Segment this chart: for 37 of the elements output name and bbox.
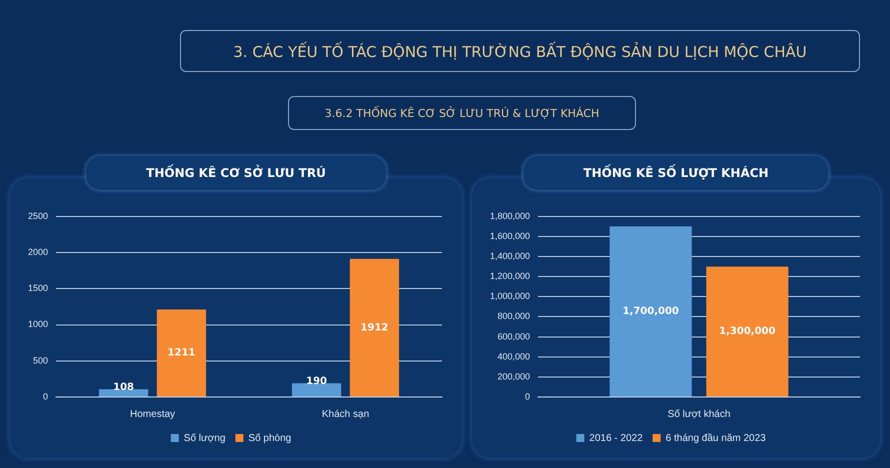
- y-tick-label: 1500: [28, 283, 48, 294]
- chart-title: THỐNG KÊ SỐ LƯỢT KHÁCH: [523, 156, 829, 190]
- bar: [350, 258, 400, 396]
- y-tick-label: 500: [32, 355, 48, 366]
- bar: [98, 389, 148, 396]
- data-label: 1211: [168, 348, 196, 359]
- y-tick-label: 200,000: [497, 371, 530, 382]
- y-tick-label: 1000: [28, 319, 48, 330]
- y-tick-label: 1,000,000: [490, 291, 530, 302]
- bar: [156, 310, 206, 396]
- legend-label: Số phòng: [248, 432, 292, 444]
- legend-label: Số lượng: [184, 432, 226, 444]
- y-tick-label: 400,000: [497, 351, 530, 362]
- y-tick-label: 1,800,000: [490, 210, 530, 221]
- y-tick-label: 2500: [28, 210, 48, 221]
- x-tick-label: Số lượt khách: [668, 408, 730, 420]
- x-tick-label: Khách sạn: [322, 408, 370, 420]
- data-label: 108: [113, 382, 134, 393]
- legend-label: 2016 - 2022: [589, 432, 644, 444]
- text: 3. CÁC YẾU TỐ TÁC ĐỘNG THỊ TRƯỜNG BẤT ĐỘNG SẢN DU LỊCH MỘC CHÂU: [180, 30, 860, 72]
- y-tick-label: 1,200,000: [490, 271, 530, 282]
- data-label: 190: [306, 376, 328, 387]
- text: 3.6.2 THỐNG KÊ CƠ SỞ LƯU TRÚ & LƯỢT KHÁCH: [288, 96, 636, 130]
- y-tick-label: 800,000: [497, 311, 530, 322]
- data-label: 1912: [360, 322, 388, 334]
- bar: [292, 383, 342, 396]
- chart-title: THỐNG KÊ CƠ SỞ LƯU TRÚ: [86, 156, 386, 190]
- y-tick-label: 0: [43, 391, 48, 402]
- y-tick-label: 1,600,000: [490, 230, 530, 241]
- y-tick-label: 0: [525, 391, 530, 402]
- data-label: 1,700,000: [622, 306, 679, 318]
- y-tick-label: 1,400,000: [490, 251, 530, 262]
- y-tick-label: 2000: [28, 247, 48, 258]
- y-tick-label: 600,000: [497, 331, 530, 342]
- x-tick-label: Homestay: [130, 408, 176, 420]
- data-label: 1,300,000: [719, 326, 776, 338]
- legend-label: 6 tháng đầu năm 2023: [666, 432, 766, 444]
